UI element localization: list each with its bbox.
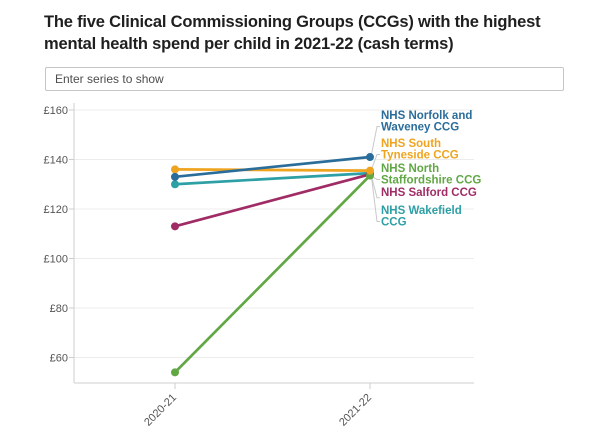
data-point[interactable] (171, 180, 179, 189)
series-label[interactable]: Tyneside CCG (381, 150, 459, 162)
series-label[interactable]: NHS Norfolk and (381, 110, 472, 122)
series-line[interactable] (174, 171, 371, 186)
series-label[interactable]: CCG (381, 217, 407, 229)
series-line[interactable] (174, 155, 371, 179)
series-label[interactable]: Waveney CCG (381, 122, 459, 134)
series-label[interactable]: NHS Salford CCG (381, 187, 477, 199)
line-chart: £160 £140 £120 £100 £80 £60 2020-21 2021-22 NHS … (44, 103, 481, 429)
y-tick-label: £60 (50, 353, 68, 365)
data-point[interactable] (366, 166, 374, 175)
data-point[interactable] (171, 222, 179, 231)
series-label[interactable]: NHS Wakefield (381, 205, 462, 217)
chart-title: The five Clinical Commissioning Groups (… (44, 13, 541, 53)
label-leader-line (370, 174, 380, 199)
x-tick-label: 2020-21 (142, 392, 179, 429)
y-tick-label: £120 (44, 204, 68, 216)
series-label[interactable]: Staffordshire CCG (381, 175, 481, 187)
label-leader-line (370, 126, 380, 158)
y-tick-label: £160 (44, 105, 68, 117)
label-leader-line (370, 173, 380, 222)
data-point[interactable] (171, 165, 179, 174)
series-filter-input[interactable] (45, 67, 564, 91)
series-label[interactable]: NHS South (381, 138, 441, 150)
y-tick-label: £100 (44, 254, 68, 266)
data-point[interactable] (366, 153, 374, 162)
x-tick-label: 2021-22 (337, 392, 374, 429)
series-line[interactable] (174, 173, 371, 228)
y-tick-label: £80 (50, 303, 68, 315)
series-label[interactable]: NHS North (381, 163, 439, 175)
data-point[interactable] (171, 368, 179, 377)
series-line[interactable] (174, 174, 371, 374)
data-point[interactable] (171, 172, 179, 181)
y-tick-label: £140 (44, 155, 68, 167)
series-line[interactable] (174, 168, 371, 172)
label-leader-line (370, 154, 380, 171)
